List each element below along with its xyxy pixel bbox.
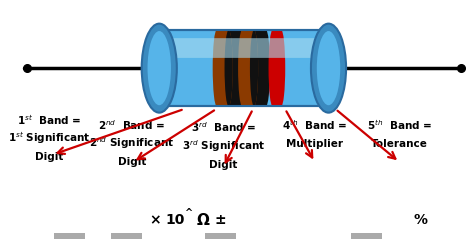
Text: 1$^{st}$  Band =: 1$^{st}$ Band = xyxy=(17,113,82,127)
Ellipse shape xyxy=(146,28,173,108)
Text: 10: 10 xyxy=(165,213,185,227)
FancyBboxPatch shape xyxy=(159,30,328,106)
Text: 2$^{nd}$ Significant: 2$^{nd}$ Significant xyxy=(89,136,174,152)
Bar xyxy=(273,30,281,106)
Ellipse shape xyxy=(148,31,170,105)
Text: 3$^{rd}$ Significant: 3$^{rd}$ Significant xyxy=(182,138,265,154)
Text: Digit: Digit xyxy=(35,152,64,162)
Text: Digit: Digit xyxy=(118,157,146,167)
Text: Tolerance: Tolerance xyxy=(371,138,428,148)
Ellipse shape xyxy=(142,24,177,113)
Ellipse shape xyxy=(311,24,346,113)
Bar xyxy=(254,30,266,106)
Ellipse shape xyxy=(317,31,340,105)
Ellipse shape xyxy=(250,30,258,106)
Bar xyxy=(217,30,228,106)
Text: Ω: Ω xyxy=(196,213,209,228)
Ellipse shape xyxy=(277,30,285,106)
FancyBboxPatch shape xyxy=(54,233,85,239)
Text: Digit: Digit xyxy=(209,160,237,170)
Text: 1$^{st}$ Significant: 1$^{st}$ Significant xyxy=(8,131,91,146)
FancyBboxPatch shape xyxy=(205,233,236,239)
FancyBboxPatch shape xyxy=(162,38,326,58)
Text: ^: ^ xyxy=(184,208,192,218)
FancyBboxPatch shape xyxy=(351,233,383,239)
Text: ±: ± xyxy=(214,213,226,227)
Ellipse shape xyxy=(315,28,342,108)
Text: %: % xyxy=(413,213,427,227)
FancyBboxPatch shape xyxy=(111,233,142,239)
Ellipse shape xyxy=(143,25,175,112)
Ellipse shape xyxy=(147,31,171,105)
Ellipse shape xyxy=(225,30,233,106)
Ellipse shape xyxy=(237,30,245,106)
Ellipse shape xyxy=(238,30,246,106)
Ellipse shape xyxy=(269,30,277,106)
Ellipse shape xyxy=(225,30,233,106)
Text: ×: × xyxy=(149,213,161,227)
Bar xyxy=(242,30,254,106)
Text: 2$^{nd}$  Band =: 2$^{nd}$ Band = xyxy=(98,118,165,132)
Ellipse shape xyxy=(213,30,221,106)
Text: 5$^{th}$  Band =: 5$^{th}$ Band = xyxy=(367,118,432,132)
Bar xyxy=(228,30,240,106)
Ellipse shape xyxy=(318,31,339,105)
Text: 4$^{th}$  Band =: 4$^{th}$ Band = xyxy=(282,118,347,132)
Text: Multiplier: Multiplier xyxy=(286,138,343,148)
Text: 3$^{rd}$  Band =: 3$^{rd}$ Band = xyxy=(191,120,256,134)
Ellipse shape xyxy=(312,25,345,112)
Ellipse shape xyxy=(262,30,270,106)
Ellipse shape xyxy=(250,30,258,106)
